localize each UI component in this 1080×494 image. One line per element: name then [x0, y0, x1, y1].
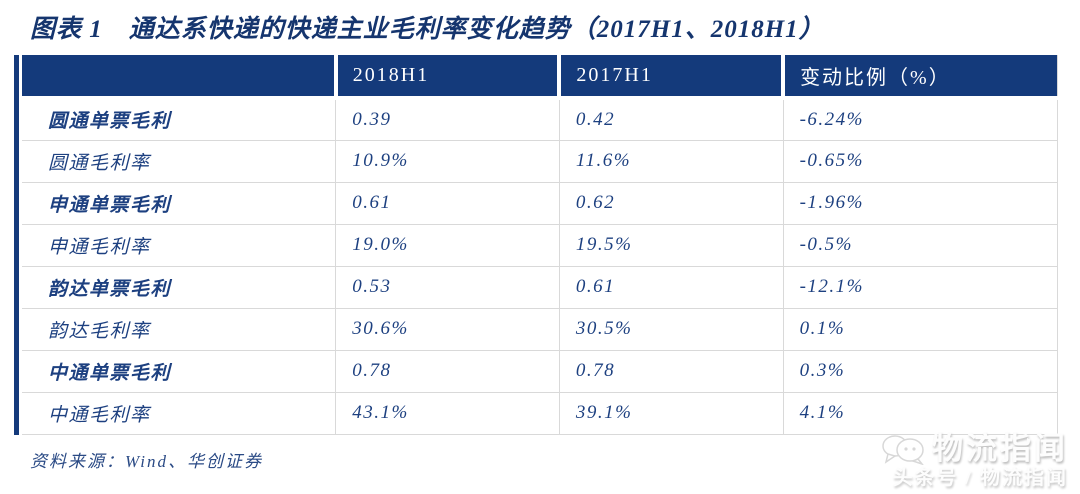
cell-change: 0.1% [782, 307, 1058, 350]
table-body: 圆通单票毛利 0.39 0.42 -6.24% 圆通毛利率 10.9% 11.6… [22, 97, 1058, 434]
table-row: 圆通毛利率 10.9% 11.6% -0.65% [22, 139, 1058, 182]
row-label: 中通毛利率 [22, 391, 336, 434]
cell-change: -0.65% [782, 139, 1058, 182]
table-row: 韵达单票毛利 0.53 0.61 -12.1% [22, 265, 1058, 308]
row-label: 圆通单票毛利 [22, 97, 336, 140]
cell-2017h1: 30.5% [558, 307, 784, 350]
cell-change: 4.1% [782, 391, 1058, 434]
header-2018h1: 2018H1 [333, 55, 560, 100]
row-label: 圆通毛利率 [22, 139, 336, 182]
cell-2017h1: 0.62 [558, 181, 784, 224]
cell-2018h1: 0.39 [335, 97, 560, 140]
figure-title: 图表 1 通达系快递的快递主业毛利率变化趋势（2017H1、2018H1） [0, 0, 1080, 45]
header-blank [22, 55, 336, 100]
cell-2018h1: 0.78 [335, 349, 560, 392]
table-row: 中通单票毛利 0.78 0.78 0.3% [22, 349, 1058, 392]
header-change: 变动比例（%） [781, 55, 1058, 100]
row-label: 中通单票毛利 [22, 349, 336, 392]
cell-2017h1: 19.5% [558, 223, 784, 266]
cell-change: -0.5% [782, 223, 1058, 266]
table-row: 申通单票毛利 0.61 0.62 -1.96% [22, 181, 1058, 224]
table-row: 申通毛利率 19.0% 19.5% -0.5% [22, 223, 1058, 266]
cell-2017h1: 0.42 [558, 97, 784, 140]
row-label: 韵达单票毛利 [22, 265, 336, 308]
cell-2017h1: 0.61 [558, 265, 784, 308]
cell-2017h1: 11.6% [558, 139, 784, 182]
cell-2018h1: 0.61 [335, 181, 560, 224]
figure-title-text: 通达系快递的快递主业毛利率变化趋势（2017H1、2018H1） [128, 16, 825, 43]
table-container: 2018H1 2017H1 变动比例（%） 圆通单票毛利 0.39 0.42 -… [14, 55, 1058, 435]
table-header-row: 2018H1 2017H1 变动比例（%） [22, 55, 1058, 100]
header-2017h1: 2017H1 [557, 55, 784, 100]
cell-2017h1: 39.1% [558, 391, 784, 434]
cell-2017h1: 0.78 [558, 349, 784, 392]
cell-2018h1: 0.53 [335, 265, 560, 308]
table-row: 韵达毛利率 30.6% 30.5% 0.1% [22, 307, 1058, 350]
cell-2018h1: 19.0% [335, 223, 560, 266]
cell-change: -6.24% [782, 97, 1058, 140]
cell-2018h1: 30.6% [335, 307, 560, 350]
row-label: 韵达毛利率 [22, 307, 336, 350]
cell-2018h1: 43.1% [335, 391, 560, 434]
row-label: 申通单票毛利 [22, 181, 336, 224]
table-row: 中通毛利率 43.1% 39.1% 4.1% [22, 391, 1058, 434]
cell-change: -1.96% [782, 181, 1058, 224]
cell-2018h1: 10.9% [335, 139, 560, 182]
data-table: 2018H1 2017H1 变动比例（%） 圆通单票毛利 0.39 0.42 -… [22, 55, 1058, 435]
cell-change: 0.3% [782, 349, 1058, 392]
table-row: 圆通单票毛利 0.39 0.42 -6.24% [22, 97, 1058, 140]
figure-label: 图表 1 [30, 16, 103, 43]
row-label: 申通毛利率 [22, 223, 336, 266]
source-note: 资料来源：Wind、华创证券 [30, 451, 263, 471]
cell-change: -12.1% [782, 265, 1058, 308]
